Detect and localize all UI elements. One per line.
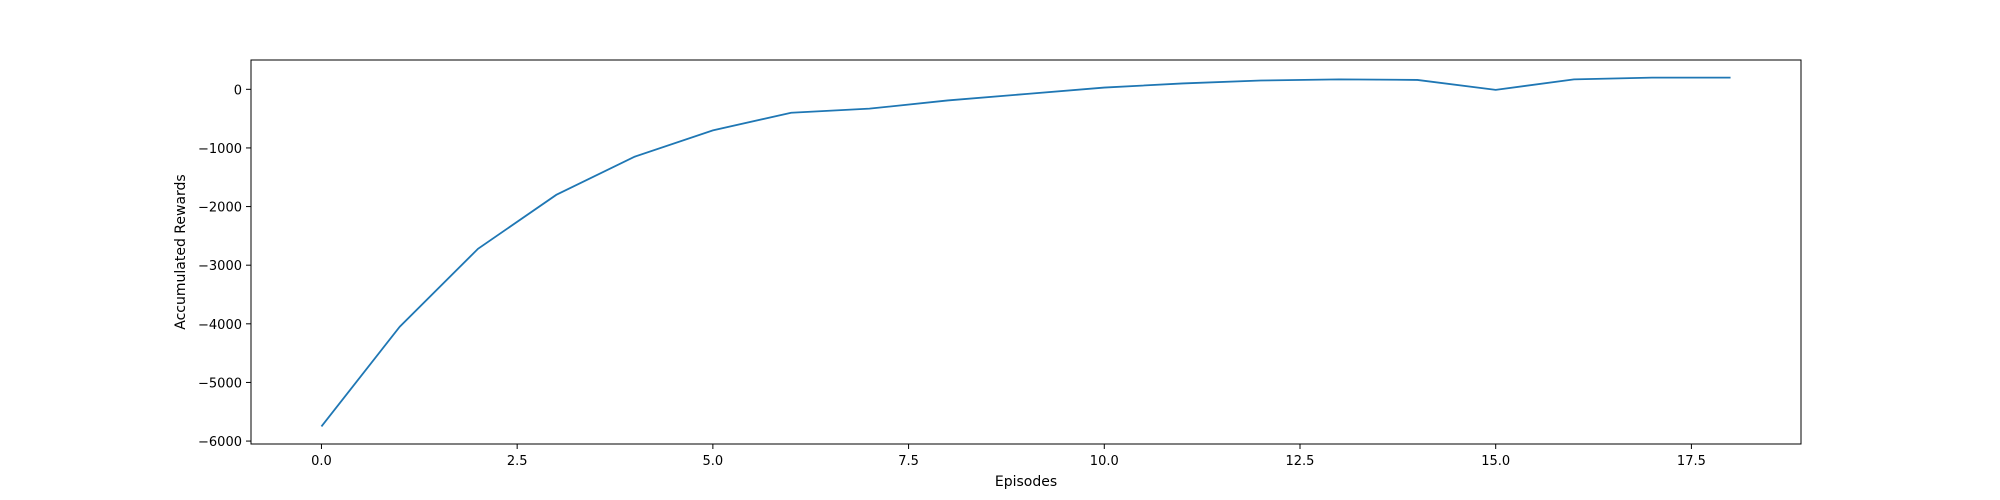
x-tick-label: 7.5 xyxy=(898,454,919,469)
y-tick-label: 0 xyxy=(234,83,242,98)
y-tick-label: −4000 xyxy=(198,318,242,333)
x-tick-label: 10.0 xyxy=(1090,454,1119,469)
x-tick-label: 15.0 xyxy=(1481,454,1510,469)
x-axis-label: Episodes xyxy=(995,474,1057,490)
x-tick-label: 2.5 xyxy=(507,454,528,469)
x-tick-label: 12.5 xyxy=(1286,454,1315,469)
x-tick-label: 17.5 xyxy=(1677,454,1706,469)
y-tick-label: −3000 xyxy=(198,259,242,274)
plot-frame xyxy=(250,59,1802,445)
x-tick-label: 0.0 xyxy=(311,454,332,469)
y-tick-label: −5000 xyxy=(198,376,242,391)
axis-ticks: 0.0 2.5 5.0 7.5 10.0 12.5 15.0 17.5 −6000 −5000 −4… xyxy=(198,83,1706,469)
series-line xyxy=(320,76,1731,427)
y-axis-label: Accumulated Rewards xyxy=(173,174,189,329)
y-tick-label: −2000 xyxy=(198,201,242,216)
y-tick-label: −1000 xyxy=(198,142,242,157)
y-tick-label: −6000 xyxy=(198,435,242,450)
x-tick-label: 5.0 xyxy=(703,454,724,469)
